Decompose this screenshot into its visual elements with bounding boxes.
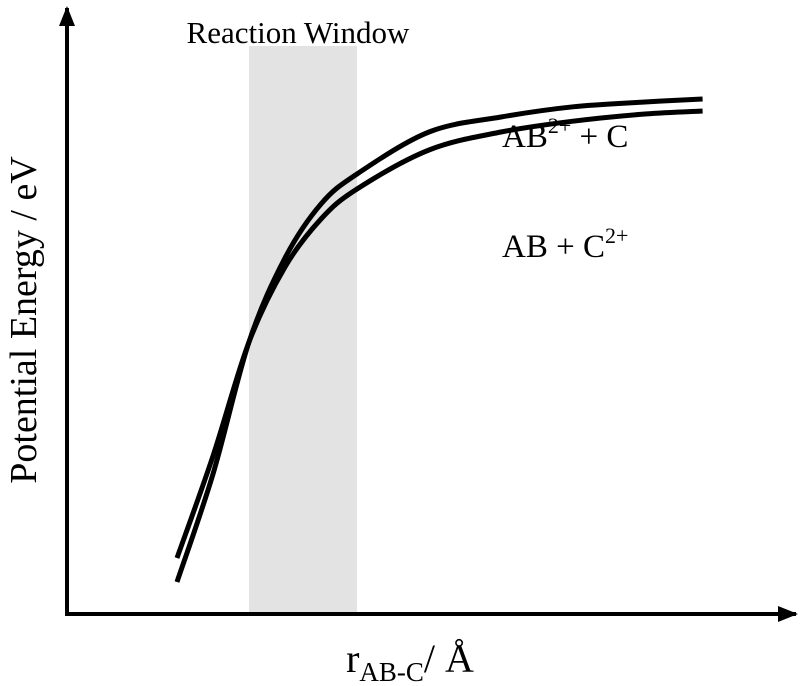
series-label-ab-c2plus-superscript: 2+ (605, 223, 628, 248)
reaction-window-band (249, 46, 357, 612)
x-axis-label: rAB-C/ Å (346, 636, 474, 686)
series-line-ab-c2plus (174, 108, 703, 559)
series-label-ab2plus-c: AB2+ + C (502, 113, 628, 155)
y-axis-label: Potential Energy / eV (3, 156, 45, 484)
series-line-ab2plus-c (174, 96, 703, 583)
series-label-ab2plus-c-base: AB (502, 119, 548, 155)
x-axis-label-subscript: AB-C (359, 657, 424, 686)
x-axis-label-main: r (346, 636, 359, 681)
series-label-ab2plus-c-superscript: 2+ (548, 113, 571, 138)
reaction-window-label: Reaction Window (187, 15, 411, 50)
x-axis-label-unit: / Å (424, 636, 474, 681)
series-label-ab-c2plus: AB + C2+ (502, 223, 628, 265)
series-label-ab2plus-c-suffix: + C (571, 119, 628, 155)
series-label-ab-c2plus-base: AB + C (502, 229, 605, 265)
